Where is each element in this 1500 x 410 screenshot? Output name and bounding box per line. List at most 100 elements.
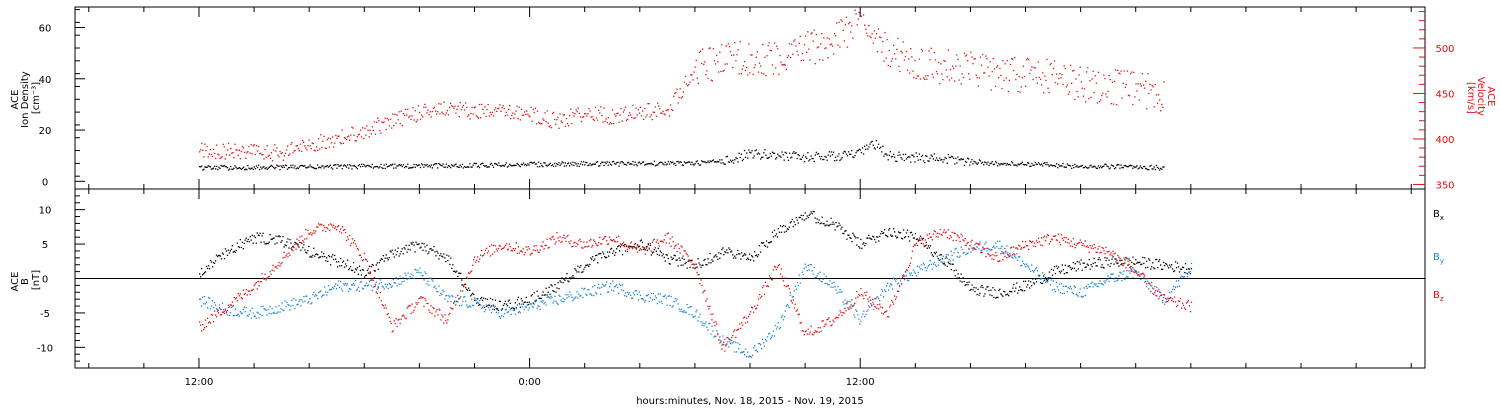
field-point-bz [491,253,494,255]
field-point-bx [347,269,350,271]
density-point [1146,168,1148,170]
field-point-bz [562,237,564,239]
field-point-bz [937,236,939,238]
velocity-point [1067,93,1070,95]
density-point [912,154,914,156]
field-point-bz [1000,253,1002,255]
field-point-bz [1017,248,1019,250]
density-point [229,168,231,170]
field-point-bz [634,247,637,249]
field-point-bz [686,253,688,256]
field-point-bx [288,247,290,249]
field-point-bz [446,322,448,324]
field-point-bz [944,232,946,234]
field-point-bx [622,245,625,247]
field-point-bx [1098,257,1100,259]
field-point-by [318,291,320,294]
field-point-bx [1165,262,1167,265]
density-point [684,162,687,164]
field-point-bx [870,238,872,240]
density-point [719,159,721,161]
field-point-bx [409,249,411,251]
field-point-by [515,308,517,310]
field-point-by [609,286,611,288]
field-point-bz [906,269,909,272]
field-point-bx [740,258,742,260]
density-point [992,163,994,166]
field-point-by [846,303,848,305]
velocity-point [1045,79,1047,82]
density-point [362,165,364,168]
field-point-bx [978,294,980,296]
field-point-by [323,294,325,296]
field-point-bz [1149,283,1151,285]
velocity-point [886,38,888,41]
field-point-bz [456,301,458,303]
velocity-point [1134,96,1136,98]
field-point-by [373,286,375,288]
velocity-point [1035,77,1037,79]
field-point-by [774,324,777,327]
field-point-by [779,327,782,329]
field-point-by [678,308,680,310]
field-point-bz [1004,255,1006,258]
velocity-point [871,33,873,35]
velocity-point [259,153,261,155]
field-point-by [209,308,212,310]
velocity-point [885,57,887,59]
velocity-point [407,108,409,110]
field-point-by [266,314,268,316]
density-point [674,162,676,165]
field-point-bx [410,242,412,244]
velocity-point [379,129,381,132]
field-point-bx [1090,264,1092,266]
field-point-bz [679,252,681,254]
velocity-point [915,77,917,79]
density-point [461,163,464,166]
field-point-by [1187,271,1190,273]
velocity-point [990,89,992,91]
field-point-bx [203,271,206,274]
velocity-point [410,118,412,120]
density-point [391,164,393,166]
velocity-point [384,117,386,119]
field-point-bz [361,260,364,262]
field-point-bx [1112,256,1114,258]
density-point [595,161,598,163]
field-point-bz [793,307,795,309]
field-point-bz [204,319,207,321]
density-point [703,161,705,163]
field-point-bz [310,232,312,234]
field-point-bx [956,277,958,279]
field-point-bz [687,255,689,257]
density-point [808,160,810,162]
velocity-point [332,136,334,138]
density-point [571,164,573,166]
field-point-by [668,295,670,297]
field-point-bz [507,248,509,250]
field-point-by [579,295,581,297]
density-point [1162,166,1164,168]
velocity-point [603,107,605,109]
density-point [969,164,971,166]
velocity-point [653,111,656,114]
field-point-bz [902,274,905,276]
field-point-bx [263,241,265,243]
velocity-point [512,112,514,114]
density-point [206,166,208,168]
field-point-bx [400,250,402,253]
field-point-bz [321,224,323,226]
field-point-bz [261,273,263,275]
field-point-by [691,314,693,316]
density-point [927,160,929,162]
density-point [958,159,960,161]
velocity-point [310,147,312,150]
field-point-bz [619,243,622,245]
velocity-point [805,35,807,37]
field-point-bx [903,236,906,239]
velocity-point [746,66,748,69]
density-point [1161,168,1163,170]
field-point-by [1016,253,1018,255]
velocity-point [491,111,494,113]
field-point-bz [384,304,386,306]
